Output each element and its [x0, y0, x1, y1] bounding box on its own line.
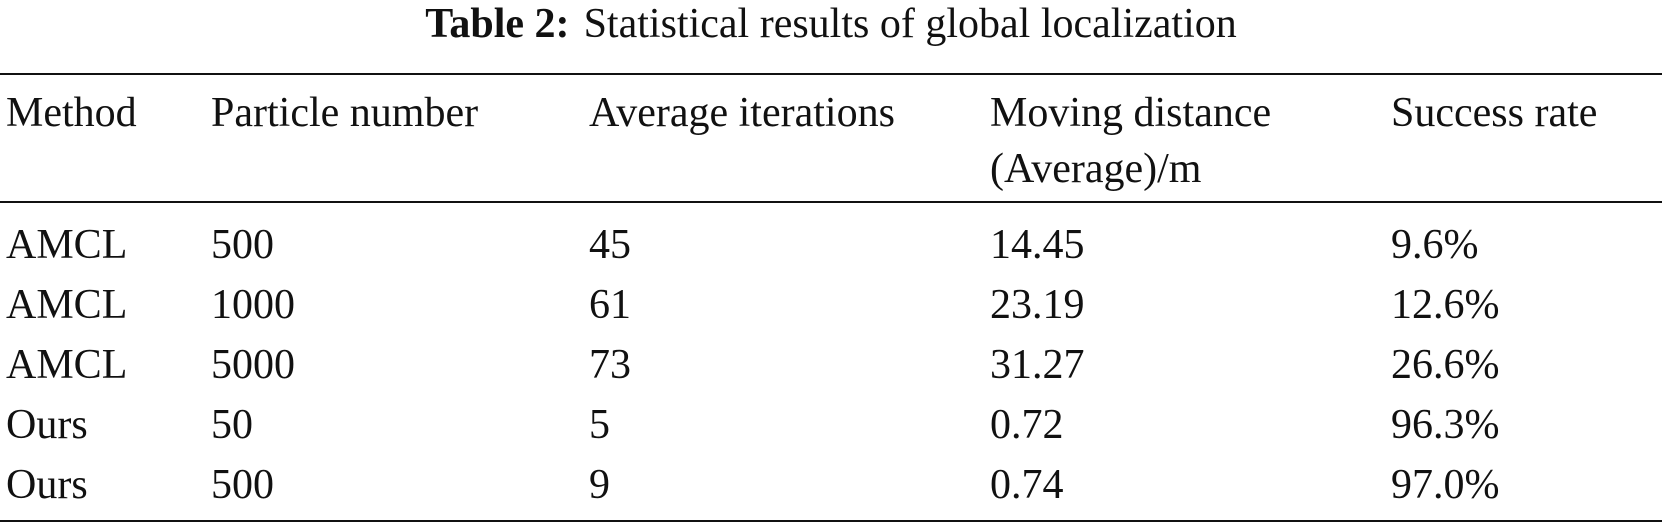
table-row: AMCL 500 45 14.45 9.6%	[0, 201, 1662, 275]
table-header-rule	[0, 201, 1662, 203]
table-top-rule	[0, 73, 1662, 75]
cell-success-rate: 96.3%	[1391, 402, 1500, 448]
cell-success-rate: 97.0%	[1391, 462, 1500, 508]
cell-average-iterations: 61	[589, 282, 631, 328]
header-method: Method	[6, 90, 137, 136]
cell-method: Ours	[6, 402, 88, 448]
cell-average-iterations: 5	[589, 402, 610, 448]
cell-particle-number: 50	[211, 402, 253, 448]
cell-moving-distance: 14.45	[990, 222, 1085, 268]
cell-average-iterations: 45	[589, 222, 631, 268]
table-row: Ours 500 9 0.74 97.0%	[0, 455, 1662, 515]
cell-particle-number: 5000	[211, 342, 295, 388]
table-caption-label: Table 2:	[425, 1, 570, 47]
cell-moving-distance: 0.74	[990, 462, 1064, 508]
cell-moving-distance: 23.19	[990, 282, 1085, 328]
header-success-rate: Success rate	[1391, 90, 1598, 136]
cell-average-iterations: 73	[589, 342, 631, 388]
table-row: AMCL 5000 73 31.27 26.6%	[0, 335, 1662, 395]
cell-moving-distance: 0.72	[990, 402, 1064, 448]
cell-method: AMCL	[6, 282, 128, 328]
header-average-iterations: Average iterations	[589, 90, 895, 136]
table-row: AMCL 1000 61 23.19 12.6%	[0, 275, 1662, 335]
cell-particle-number: 500	[211, 222, 274, 268]
table-bottom-rule	[0, 520, 1662, 522]
cell-method: Ours	[6, 462, 88, 508]
cell-average-iterations: 9	[589, 462, 610, 508]
header-moving-distance: Moving distance (Average)/m	[990, 90, 1272, 192]
cell-particle-number: 1000	[211, 282, 295, 328]
table-row: Ours 50 5 0.72 96.3%	[0, 395, 1662, 455]
cell-moving-distance: 31.27	[990, 342, 1085, 388]
cell-success-rate: 12.6%	[1391, 282, 1500, 328]
header-particle-number: Particle number	[211, 90, 479, 136]
cell-method: AMCL	[6, 222, 128, 268]
table-caption-text: Statistical results of global localizati…	[583, 1, 1237, 47]
table-header-row: Method Particle number Average iteration…	[0, 75, 1662, 201]
cell-success-rate: 26.6%	[1391, 342, 1500, 388]
cell-method: AMCL	[6, 342, 128, 388]
results-table: Method Particle number Average iteration…	[0, 75, 1662, 515]
cell-particle-number: 500	[211, 462, 274, 508]
table-caption: Table 2: Statistical results of global lo…	[0, 0, 1662, 58]
cell-success-rate: 9.6%	[1391, 222, 1479, 268]
